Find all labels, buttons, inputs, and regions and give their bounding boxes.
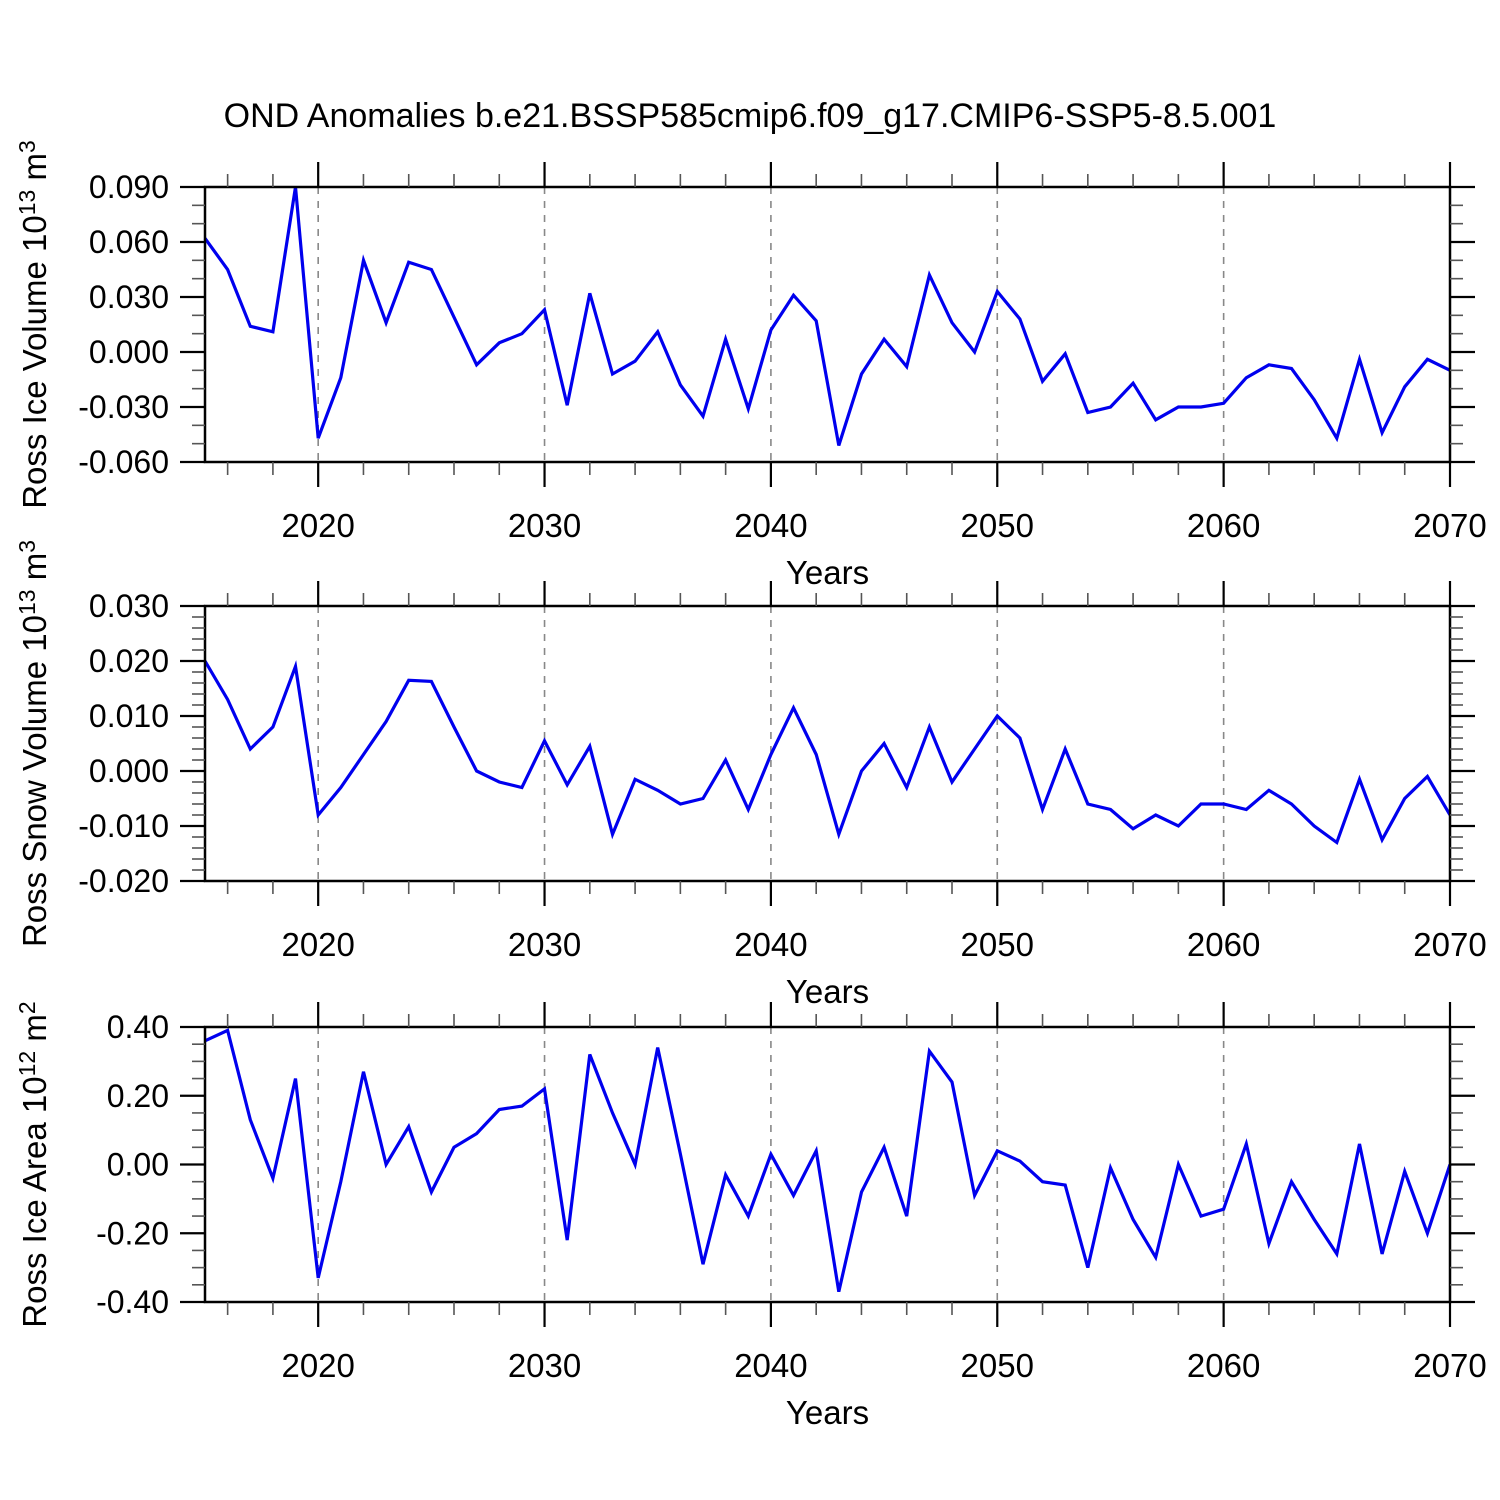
x-axis-title: Years	[786, 973, 869, 1010]
x-tick-label: 2060	[1187, 1347, 1260, 1384]
x-tick-label: 2050	[961, 926, 1034, 963]
y-tick-label: -0.40	[96, 1284, 169, 1320]
y-axis-title: Ross Ice Volume 1013 m3	[14, 140, 53, 509]
ross-ice-volume-panel: 2020 2030 2040 2050 2060 2070 0.090 0.060 0.030 0…	[14, 140, 1487, 591]
x-tick-label: 2070	[1413, 1347, 1486, 1384]
y-axis-title: Ross Ice Area 1012 m2	[14, 1001, 53, 1327]
x-tick-label: 2020	[281, 1347, 354, 1384]
y-tick-label: 0.000	[89, 753, 169, 789]
y-tick-label: 0.20	[107, 1078, 169, 1114]
y-tick-label: -0.020	[78, 863, 169, 899]
ross-ice-area-panel: 2020 2030 2040 2050 2060 2070 0.40 0.20 0.00 -0.2…	[14, 1001, 1487, 1431]
x-tick-label: 2050	[961, 507, 1034, 544]
y-tick-label: 0.00	[107, 1147, 169, 1183]
x-tick-label: 2020	[281, 926, 354, 963]
y-tick-label: -0.20	[96, 1215, 169, 1251]
y-tick-label: 0.010	[89, 698, 169, 734]
x-tick-label: 2070	[1413, 507, 1486, 544]
x-tick-label: 2060	[1187, 507, 1260, 544]
x-tick-label: 2040	[734, 1347, 807, 1384]
plot-frame	[203, 604, 1452, 883]
x-tick-label: 2050	[961, 1347, 1034, 1384]
plot-frame	[203, 1025, 1452, 1304]
x-tick-label: 2030	[508, 507, 581, 544]
ross-snow-volume-line	[203, 660, 1452, 846]
ross-ice-volume-line	[203, 186, 1451, 446]
plot-frame	[203, 185, 1452, 464]
x-tick-label: 2070	[1413, 926, 1486, 963]
y-tick-label: 0.000	[89, 334, 169, 370]
x-tick-label: 2040	[734, 926, 807, 963]
x-tick-label: 2060	[1187, 926, 1260, 963]
x-tick-label: 2030	[508, 926, 581, 963]
y-axis-title: Ross Snow Volume 1013 m3	[14, 540, 53, 947]
y-tick-label: -0.010	[78, 808, 169, 844]
figure-title: OND Anomalies b.e21.BSSP585cmip6.f09_g17…	[223, 97, 1277, 135]
y-tick-label: -0.060	[78, 444, 169, 480]
x-axis-title: Years	[786, 554, 869, 591]
x-tick-label: 2030	[508, 1347, 581, 1384]
y-tick-label: -0.030	[78, 389, 169, 425]
y-tick-label: 0.030	[89, 279, 169, 315]
x-axis-title: Years	[786, 1394, 869, 1431]
x-tick-label: 2020	[281, 507, 354, 544]
y-tick-label: 0.060	[89, 224, 169, 260]
y-tick-label: 0.020	[89, 643, 169, 679]
y-tick-label: 0.030	[89, 588, 169, 624]
y-tick-label: 0.090	[89, 169, 169, 205]
ross-snow-volume-panel: 2020 2030 2040 2050 2060 2070 0.030 0.020 0.010 0…	[14, 540, 1487, 1010]
y-tick-label: 0.40	[107, 1009, 169, 1045]
x-tick-label: 2040	[734, 507, 807, 544]
ross-ice-area-line	[204, 1028, 1452, 1293]
